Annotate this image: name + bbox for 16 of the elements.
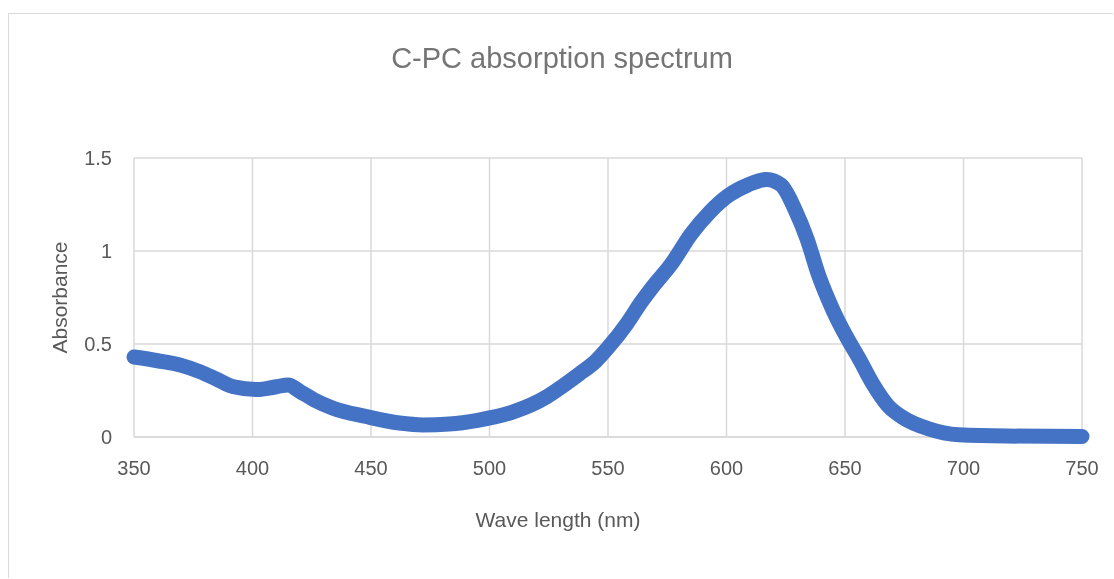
x-tick-label: 550 xyxy=(591,457,625,479)
chart-title: C-PC absorption spectrum xyxy=(391,42,733,74)
x-tick-label: 400 xyxy=(235,457,270,479)
x-tick-label: 750 xyxy=(1065,457,1099,479)
y-tick-label: 1 xyxy=(100,240,112,262)
x-tick-label: 350 xyxy=(117,457,151,479)
x-tick-label: 600 xyxy=(709,457,744,479)
x-tick-label: 700 xyxy=(946,457,981,479)
x-tick-label: 650 xyxy=(828,457,862,479)
y-tick-label: 1.5 xyxy=(84,147,112,169)
y-axis-title: Absorbance xyxy=(48,241,71,354)
y-tick-label: 0 xyxy=(100,426,112,448)
y-tick-label: 0.5 xyxy=(84,333,112,355)
x-tick-label: 450 xyxy=(354,457,388,479)
x-tick-label: 500 xyxy=(472,457,507,479)
x-axis-title: Wave length (nm) xyxy=(475,508,641,531)
